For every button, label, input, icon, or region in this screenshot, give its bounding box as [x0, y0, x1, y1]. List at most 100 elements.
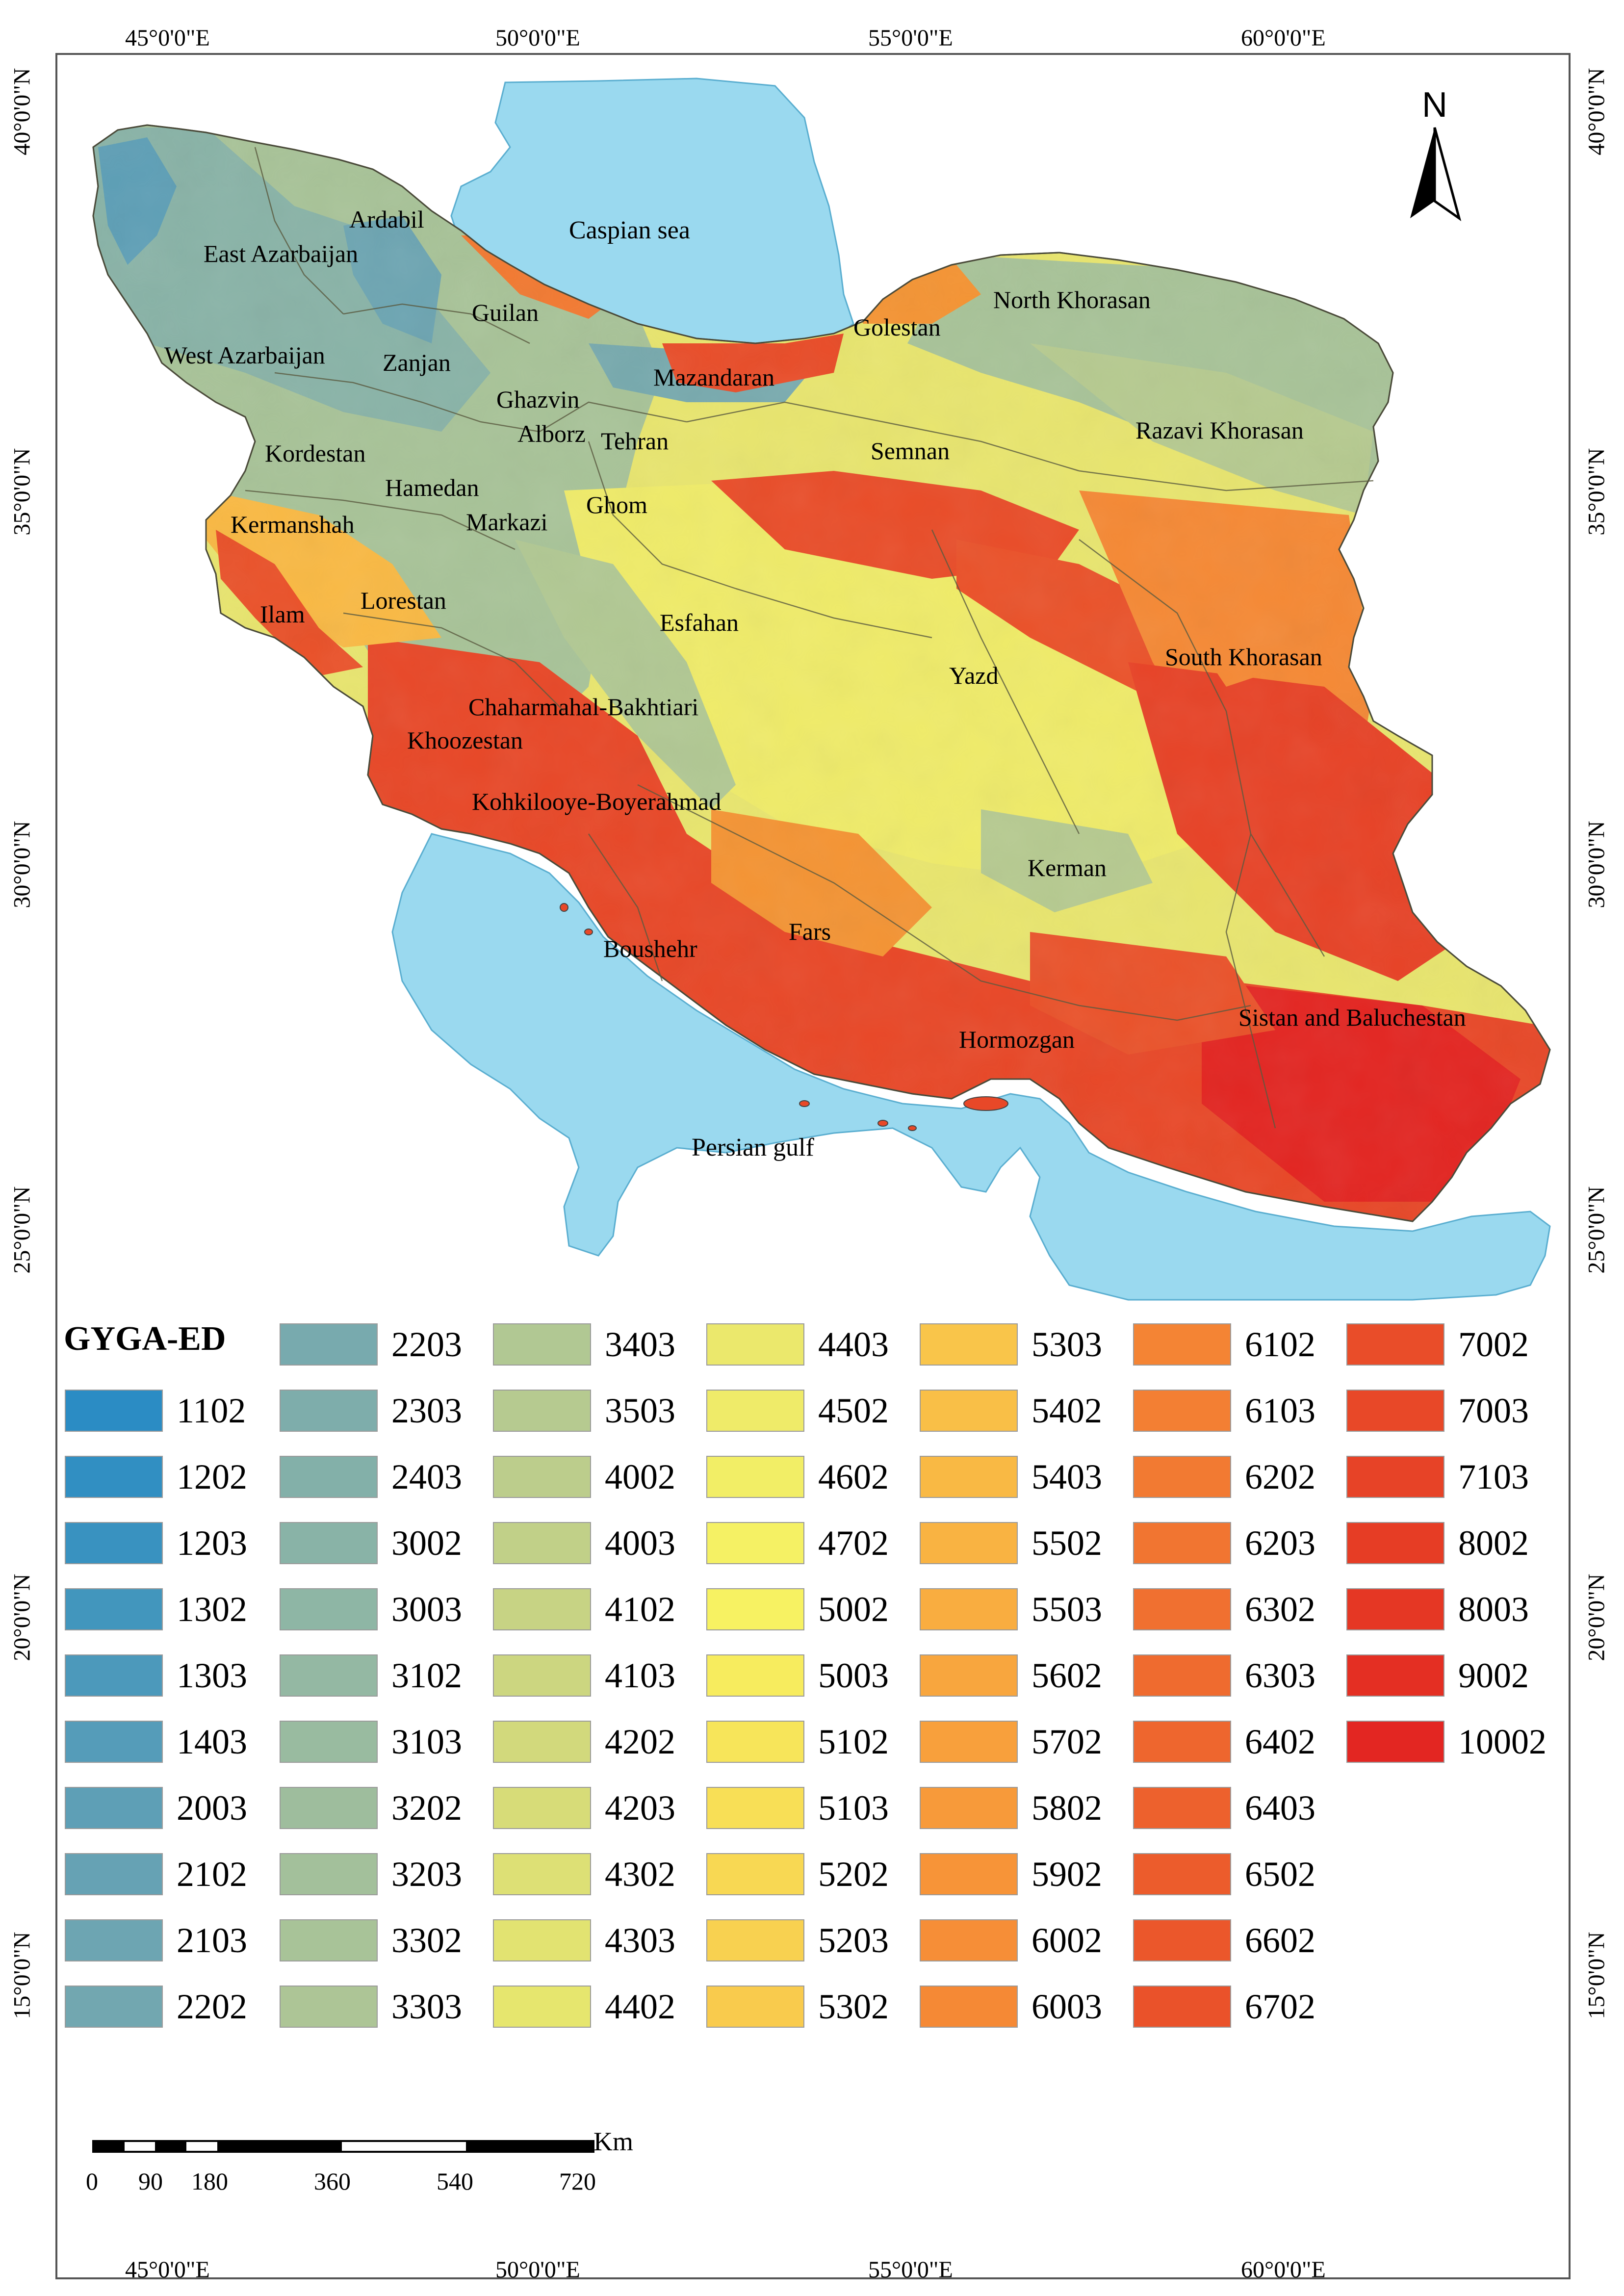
legend-code-label: 5302	[818, 1987, 889, 2026]
lon-label: 45°0'0"E	[125, 2257, 210, 2283]
legend-swatch	[493, 1654, 591, 1697]
legend-swatch	[1346, 1588, 1444, 1630]
legend-code-label: 5303	[1031, 1325, 1102, 1364]
lat-label: 20°0'0"N	[9, 1574, 35, 1661]
north-arrow-icon	[1410, 128, 1435, 218]
province-label: Chaharmahal-Bakhtiari	[468, 693, 699, 721]
province-boundaries	[245, 147, 1374, 1129]
province-label: Ghom	[586, 491, 647, 518]
province-label: Ardabil	[349, 206, 424, 233]
legend-swatch	[1133, 1919, 1231, 1961]
legend-swatch	[493, 1721, 591, 1763]
legend-swatch	[493, 1522, 591, 1564]
legend-swatch	[280, 1522, 378, 1564]
lon-label: 55°0'0"E	[868, 2257, 953, 2283]
province-label: Guilan	[472, 299, 539, 326]
lon-label: 50°0'0"E	[495, 25, 580, 51]
legend-swatch	[65, 1588, 163, 1630]
legend-code-label: 3302	[391, 1921, 462, 1960]
legend-code-label: 6003	[1031, 1987, 1102, 2026]
legend-code-label: 2103	[177, 1921, 247, 1960]
legend-code-label: 5702	[1031, 1722, 1102, 1761]
legend-swatch	[65, 1721, 163, 1763]
legend-code-label: 3102	[391, 1656, 462, 1695]
province-label: Yazd	[949, 662, 999, 689]
province-label: Fars	[789, 918, 831, 945]
legend-code-label: 4202	[605, 1722, 675, 1761]
legend-code-label: 4203	[605, 1788, 675, 1828]
province-label: East Azarbaijan	[204, 240, 359, 267]
legend-code-label: 3103	[391, 1722, 462, 1761]
province-label: Markazi	[466, 508, 548, 536]
iran-outline	[92, 124, 1551, 1222]
legend-code-label: 6203	[1245, 1523, 1315, 1563]
legend-swatch	[65, 1456, 163, 1498]
province-label: Sistan and Baluchestan	[1238, 1004, 1466, 1031]
legend-swatch	[280, 1919, 378, 1961]
legend-code-label: 5203	[818, 1921, 889, 1960]
legend-swatch	[706, 1986, 804, 2028]
legend-code-label: 1303	[177, 1656, 247, 1695]
province-label: Tehran	[601, 427, 669, 455]
legend-code-label: 4403	[818, 1325, 889, 1364]
province-label: Boushehr	[603, 935, 697, 962]
legend-code-label: 3002	[391, 1523, 462, 1563]
legend-swatch	[920, 1721, 1018, 1763]
province-label: Khoozestan	[407, 726, 523, 754]
legend-swatch	[493, 1853, 591, 1895]
province-labels: Ardabil East Azarbaijan Guilan West Azar…	[164, 206, 1466, 1053]
legend-swatch	[493, 1986, 591, 2028]
legend-swatch	[65, 1853, 163, 1895]
legend-swatch	[1133, 1588, 1231, 1630]
lon-label: 50°0'0"E	[495, 2257, 580, 2283]
legend-code-label: 3202	[391, 1788, 462, 1828]
legend-code-label: 4003	[605, 1523, 675, 1563]
legend-code-label: 5003	[818, 1656, 889, 1695]
legend-code-label: 2303	[391, 1391, 462, 1430]
legend-swatch	[920, 1787, 1018, 1829]
legend-code-label: 6002	[1031, 1921, 1102, 1960]
legend-swatch	[706, 1787, 804, 1829]
legend-swatch	[1133, 1323, 1231, 1366]
legend-swatch	[920, 1456, 1018, 1498]
legend-swatch	[706, 1588, 804, 1630]
legend-code-label: 7003	[1458, 1391, 1529, 1430]
lon-labels-bottom: 45°0'0"E 50°0'0"E 55°0'0"E 60°0'0"E	[0, 2256, 1624, 2286]
legend-code-label: 7002	[1458, 1325, 1529, 1364]
legend-swatch	[65, 1654, 163, 1697]
province-label: Kermanshah	[231, 511, 355, 538]
legend-swatch	[920, 1522, 1018, 1564]
legend-swatch	[706, 1390, 804, 1432]
legend-swatch	[1346, 1390, 1444, 1432]
water-label-caspian: Caspian sea	[569, 216, 690, 244]
legend-code-label: 1403	[177, 1722, 247, 1761]
legend-code-label: 2003	[177, 1788, 247, 1828]
legend-code-label: 4602	[818, 1457, 889, 1496]
legend-swatch	[1346, 1456, 1444, 1498]
legend-code-label: 4502	[818, 1391, 889, 1430]
legend-code-label: 5002	[818, 1590, 889, 1629]
legend-code-label: 1302	[177, 1590, 247, 1629]
legend-swatch	[1133, 1654, 1231, 1697]
legend-code-label: 3403	[605, 1325, 675, 1364]
province-label: West Azarbaijan	[164, 341, 325, 369]
legend-swatch	[65, 1986, 163, 2028]
legend-code-label: 1203	[177, 1523, 247, 1563]
legend-swatch	[1346, 1522, 1444, 1564]
legend-code-label: 1202	[177, 1457, 247, 1496]
legend-swatch	[1346, 1654, 1444, 1697]
legend-code-label: 5202	[818, 1855, 889, 1894]
legend-code-label: 4302	[605, 1855, 675, 1894]
legend-code-label: 6403	[1245, 1788, 1315, 1828]
province-label: Alborz	[517, 420, 586, 447]
legend-swatch	[920, 1919, 1018, 1961]
legend-swatch	[706, 1654, 804, 1697]
legend-code-label: 4402	[605, 1987, 675, 2026]
legend-swatch	[706, 1456, 804, 1498]
province-label: South Khorasan	[1165, 643, 1322, 671]
legend-swatch	[280, 1986, 378, 2028]
legend-swatch	[280, 1390, 378, 1432]
legend-swatch	[1133, 1522, 1231, 1564]
legend-swatch	[493, 1390, 591, 1432]
legend-code-label: 5602	[1031, 1656, 1102, 1695]
